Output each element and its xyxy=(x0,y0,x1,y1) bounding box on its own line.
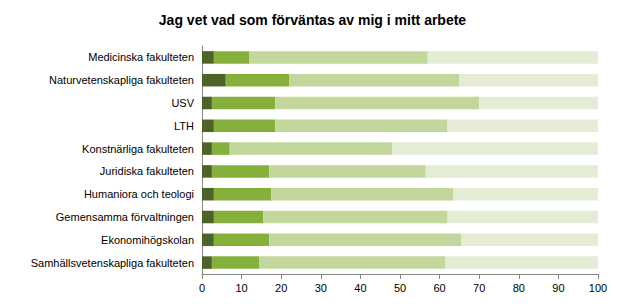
svg-text:Juridiska fakulteten: Juridiska fakulteten xyxy=(100,165,194,177)
svg-text:10: 10 xyxy=(235,282,247,294)
svg-text:Samhällsvetenskapliga fakultet: Samhällsvetenskapliga fakulteten xyxy=(31,257,194,269)
svg-text:100: 100 xyxy=(589,282,607,294)
svg-text:Gemensamma förvaltningen: Gemensamma förvaltningen xyxy=(56,211,194,223)
svg-text:Humaniora och teologi: Humaniora och teologi xyxy=(84,188,194,200)
svg-text:Konstnärliga fakulteten: Konstnärliga fakulteten xyxy=(82,143,194,155)
svg-text:20: 20 xyxy=(275,282,287,294)
svg-text:Naturvetenskapliga fakulteten: Naturvetenskapliga fakulteten xyxy=(49,74,194,86)
svg-text:30: 30 xyxy=(315,282,327,294)
svg-text:40: 40 xyxy=(354,282,366,294)
svg-text:Ekonomihögskolan: Ekonomihögskolan xyxy=(101,234,194,246)
svg-text:USV: USV xyxy=(171,97,194,109)
svg-text:50: 50 xyxy=(394,282,406,294)
svg-text:0: 0 xyxy=(199,282,205,294)
svg-text:Medicinska fakulteten: Medicinska fakulteten xyxy=(88,51,194,63)
svg-text:90: 90 xyxy=(552,282,564,294)
svg-text:80: 80 xyxy=(513,282,525,294)
svg-text:70: 70 xyxy=(473,282,485,294)
svg-text:Jag vet vad som förväntas av m: Jag vet vad som förväntas av mig i mitt … xyxy=(159,12,467,28)
svg-text:LTH: LTH xyxy=(174,120,194,132)
svg-text:60: 60 xyxy=(433,282,445,294)
